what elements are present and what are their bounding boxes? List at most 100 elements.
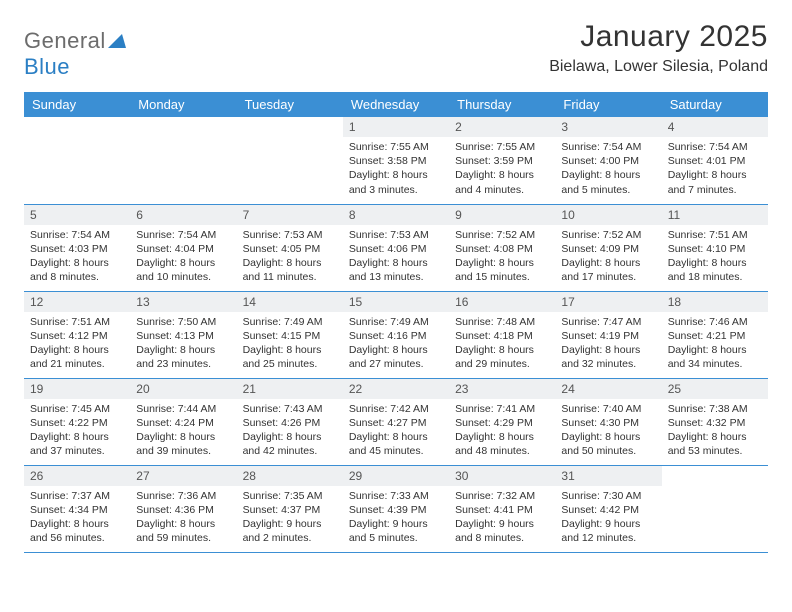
calendar-cell: 4Sunrise: 7:54 AMSunset: 4:01 PMDaylight… [662, 117, 768, 204]
calendar-cell: 6Sunrise: 7:54 AMSunset: 4:04 PMDaylight… [130, 204, 236, 291]
day-number: 15 [343, 292, 449, 312]
day-details: Sunrise: 7:48 AMSunset: 4:18 PMDaylight:… [449, 312, 555, 376]
calendar-row: 26Sunrise: 7:37 AMSunset: 4:34 PMDayligh… [24, 465, 768, 552]
day-details: Sunrise: 7:43 AMSunset: 4:26 PMDaylight:… [237, 399, 343, 463]
calendar-head: SundayMondayTuesdayWednesdayThursdayFrid… [24, 92, 768, 117]
calendar-cell: 11Sunrise: 7:51 AMSunset: 4:10 PMDayligh… [662, 204, 768, 291]
calendar-cell: 8Sunrise: 7:53 AMSunset: 4:06 PMDaylight… [343, 204, 449, 291]
day-number: 12 [24, 292, 130, 312]
calendar-row: ......1Sunrise: 7:55 AMSunset: 3:58 PMDa… [24, 117, 768, 204]
weekday-header: Monday [130, 92, 236, 117]
day-number: 27 [130, 466, 236, 486]
page-header: General Blue January 2025 Bielawa, Lower… [24, 20, 768, 80]
day-number: 11 [662, 205, 768, 225]
day-details: Sunrise: 7:50 AMSunset: 4:13 PMDaylight:… [130, 312, 236, 376]
calendar-table: SundayMondayTuesdayWednesdayThursdayFrid… [24, 92, 768, 553]
day-details: Sunrise: 7:54 AMSunset: 4:01 PMDaylight:… [662, 137, 768, 201]
weekday-header: Sunday [24, 92, 130, 117]
day-number: 24 [555, 379, 661, 399]
calendar-cell: 16Sunrise: 7:48 AMSunset: 4:18 PMDayligh… [449, 291, 555, 378]
calendar-page: General Blue January 2025 Bielawa, Lower… [0, 0, 792, 573]
calendar-cell: 21Sunrise: 7:43 AMSunset: 4:26 PMDayligh… [237, 378, 343, 465]
logo-text: General Blue [24, 28, 126, 80]
calendar-cell: 10Sunrise: 7:52 AMSunset: 4:09 PMDayligh… [555, 204, 661, 291]
day-details: Sunrise: 7:30 AMSunset: 4:42 PMDaylight:… [555, 486, 661, 550]
weekday-header: Friday [555, 92, 661, 117]
day-details: Sunrise: 7:45 AMSunset: 4:22 PMDaylight:… [24, 399, 130, 463]
day-number: 18 [662, 292, 768, 312]
day-number: 6 [130, 205, 236, 225]
calendar-cell: 27Sunrise: 7:36 AMSunset: 4:36 PMDayligh… [130, 465, 236, 552]
day-number: 7 [237, 205, 343, 225]
day-details: Sunrise: 7:41 AMSunset: 4:29 PMDaylight:… [449, 399, 555, 463]
weekday-header: Thursday [449, 92, 555, 117]
calendar-cell: 5Sunrise: 7:54 AMSunset: 4:03 PMDaylight… [24, 204, 130, 291]
calendar-cell: .. [237, 117, 343, 204]
day-details: Sunrise: 7:53 AMSunset: 4:06 PMDaylight:… [343, 225, 449, 289]
day-details: Sunrise: 7:33 AMSunset: 4:39 PMDaylight:… [343, 486, 449, 550]
calendar-cell: 26Sunrise: 7:37 AMSunset: 4:34 PMDayligh… [24, 465, 130, 552]
day-number: 22 [343, 379, 449, 399]
day-details: Sunrise: 7:47 AMSunset: 4:19 PMDaylight:… [555, 312, 661, 376]
calendar-cell: 15Sunrise: 7:49 AMSunset: 4:16 PMDayligh… [343, 291, 449, 378]
day-details: Sunrise: 7:49 AMSunset: 4:15 PMDaylight:… [237, 312, 343, 376]
calendar-cell: .. [662, 465, 768, 552]
day-details: Sunrise: 7:46 AMSunset: 4:21 PMDaylight:… [662, 312, 768, 376]
day-details: Sunrise: 7:54 AMSunset: 4:00 PMDaylight:… [555, 137, 661, 201]
calendar-row: 5Sunrise: 7:54 AMSunset: 4:03 PMDaylight… [24, 204, 768, 291]
day-details: Sunrise: 7:32 AMSunset: 4:41 PMDaylight:… [449, 486, 555, 550]
calendar-cell: 17Sunrise: 7:47 AMSunset: 4:19 PMDayligh… [555, 291, 661, 378]
day-details: Sunrise: 7:49 AMSunset: 4:16 PMDaylight:… [343, 312, 449, 376]
calendar-cell: 18Sunrise: 7:46 AMSunset: 4:21 PMDayligh… [662, 291, 768, 378]
day-number: 17 [555, 292, 661, 312]
calendar-cell: 24Sunrise: 7:40 AMSunset: 4:30 PMDayligh… [555, 378, 661, 465]
day-number: 13 [130, 292, 236, 312]
day-details: Sunrise: 7:35 AMSunset: 4:37 PMDaylight:… [237, 486, 343, 550]
day-number: 30 [449, 466, 555, 486]
day-number: 10 [555, 205, 661, 225]
calendar-cell: 3Sunrise: 7:54 AMSunset: 4:00 PMDaylight… [555, 117, 661, 204]
day-number: 29 [343, 466, 449, 486]
day-number: 26 [24, 466, 130, 486]
title-block: January 2025 Bielawa, Lower Silesia, Pol… [549, 20, 768, 76]
calendar-cell: 23Sunrise: 7:41 AMSunset: 4:29 PMDayligh… [449, 378, 555, 465]
day-number: 1 [343, 117, 449, 137]
day-details: Sunrise: 7:38 AMSunset: 4:32 PMDaylight:… [662, 399, 768, 463]
calendar-cell: 2Sunrise: 7:55 AMSunset: 3:59 PMDaylight… [449, 117, 555, 204]
calendar-cell: 25Sunrise: 7:38 AMSunset: 4:32 PMDayligh… [662, 378, 768, 465]
day-number: 20 [130, 379, 236, 399]
calendar-cell: 22Sunrise: 7:42 AMSunset: 4:27 PMDayligh… [343, 378, 449, 465]
month-title: January 2025 [549, 20, 768, 54]
day-details: Sunrise: 7:54 AMSunset: 4:03 PMDaylight:… [24, 225, 130, 289]
calendar-cell: 20Sunrise: 7:44 AMSunset: 4:24 PMDayligh… [130, 378, 236, 465]
day-number: 21 [237, 379, 343, 399]
logo-triangle-icon [108, 34, 126, 48]
day-number: 28 [237, 466, 343, 486]
day-details: Sunrise: 7:51 AMSunset: 4:10 PMDaylight:… [662, 225, 768, 289]
day-details: Sunrise: 7:55 AMSunset: 3:58 PMDaylight:… [343, 137, 449, 201]
calendar-cell: 13Sunrise: 7:50 AMSunset: 4:13 PMDayligh… [130, 291, 236, 378]
day-details: Sunrise: 7:37 AMSunset: 4:34 PMDaylight:… [24, 486, 130, 550]
logo: General Blue [24, 20, 126, 80]
day-number: 2 [449, 117, 555, 137]
day-details: Sunrise: 7:54 AMSunset: 4:04 PMDaylight:… [130, 225, 236, 289]
day-number: 5 [24, 205, 130, 225]
day-details: Sunrise: 7:53 AMSunset: 4:05 PMDaylight:… [237, 225, 343, 289]
day-number: 8 [343, 205, 449, 225]
calendar-body: ......1Sunrise: 7:55 AMSunset: 3:58 PMDa… [24, 117, 768, 552]
day-number: 14 [237, 292, 343, 312]
location-text: Bielawa, Lower Silesia, Poland [549, 58, 768, 76]
weekday-header: Saturday [662, 92, 768, 117]
calendar-row: 12Sunrise: 7:51 AMSunset: 4:12 PMDayligh… [24, 291, 768, 378]
calendar-cell: 29Sunrise: 7:33 AMSunset: 4:39 PMDayligh… [343, 465, 449, 552]
calendar-cell: 9Sunrise: 7:52 AMSunset: 4:08 PMDaylight… [449, 204, 555, 291]
day-number: 31 [555, 466, 661, 486]
calendar-cell: .. [130, 117, 236, 204]
day-details: Sunrise: 7:52 AMSunset: 4:09 PMDaylight:… [555, 225, 661, 289]
weekday-row: SundayMondayTuesdayWednesdayThursdayFrid… [24, 92, 768, 117]
calendar-cell: 14Sunrise: 7:49 AMSunset: 4:15 PMDayligh… [237, 291, 343, 378]
day-number: 3 [555, 117, 661, 137]
day-details: Sunrise: 7:44 AMSunset: 4:24 PMDaylight:… [130, 399, 236, 463]
day-details: Sunrise: 7:40 AMSunset: 4:30 PMDaylight:… [555, 399, 661, 463]
day-number: 19 [24, 379, 130, 399]
